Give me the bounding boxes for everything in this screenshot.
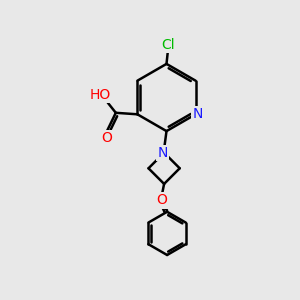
- Text: O: O: [101, 131, 112, 145]
- Text: Cl: Cl: [161, 38, 175, 52]
- Text: N: N: [192, 107, 203, 121]
- Text: HO: HO: [89, 88, 110, 102]
- Text: N: N: [158, 146, 168, 160]
- Text: O: O: [156, 194, 167, 207]
